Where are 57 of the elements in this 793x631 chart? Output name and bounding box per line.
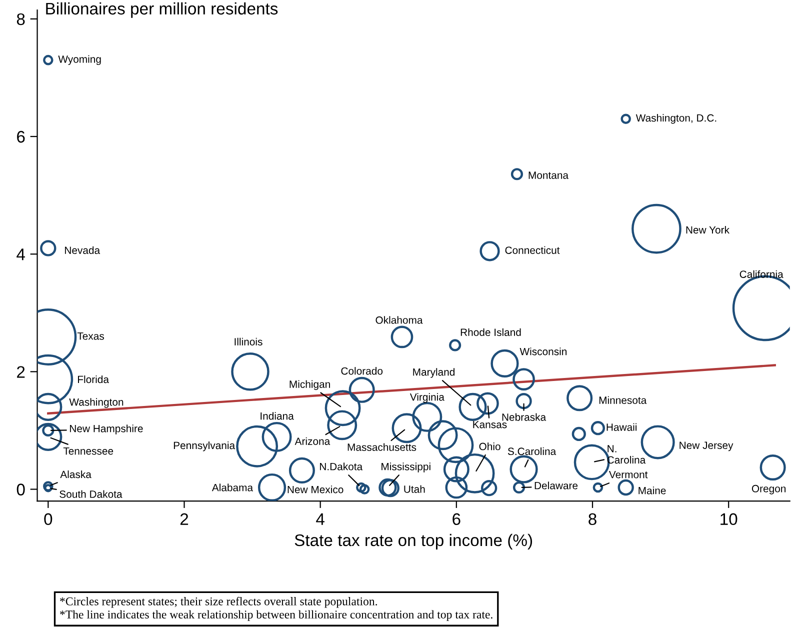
annotation: N.Dakota [320,462,363,470]
annotation: New York [686,226,730,234]
text: *The line indicates the weak relationship between billionaire concentration and top tax rate. [60,610,492,621]
annotation: Hawaii [606,423,637,431]
annotation: Delaware [534,482,578,490]
annotation: South Dakota [60,490,122,498]
annotation: Montana [528,172,569,179]
annotation: Florida [78,375,109,384]
x-tick-label: 10 [720,513,738,526]
x-axis-title: State tax rate on top income (%) [294,534,532,550]
y-tick-label: 6 [17,130,25,143]
annotation: Wisconsin [520,348,567,356]
annotation: Maryland [413,368,454,378]
y-axis-title: Billionaires per million residents [46,2,278,18]
annotation: S.Carolina [508,447,556,456]
annotation: Utah [404,485,425,493]
annotation: Mississippi [382,462,430,472]
x-tick-label: 6 [452,513,460,526]
annotation: Virginia [410,393,444,403]
x-tick-label: 2 [180,513,188,525]
x-tick-label: 0 [44,513,52,526]
annotation: Oklahoma [376,316,423,324]
annotation: Washington, D.C. [636,114,716,124]
annotation: New Hampshire [70,424,143,434]
annotation: California [740,270,784,278]
annotation: Colorado [341,367,383,375]
annotation: Pennsylvania [174,441,236,452]
annotation: Connecticut [505,246,560,254]
annotation: Arizona [294,437,330,445]
x-tick-label: 8 [588,513,596,526]
annotation: Tennessee [63,447,114,455]
annotation: Ohio [479,442,500,450]
annotation: Wyoming [58,55,101,65]
annotation: Vermont [608,471,648,478]
annotation: Minnesota [599,396,647,404]
y-tick-label: 0 [16,484,25,496]
annotation: Maine [638,486,666,494]
y-tick-label: 4 [16,248,25,260]
y-tick-label: 8 [16,13,25,26]
text: *Circles represent states; their size reflects overall state population. [60,596,378,608]
annotation: Oregon [752,484,786,494]
annotation: Rhode Island [460,328,521,336]
annotation: Texas [77,332,104,340]
y-tick-label: 2 [17,366,25,378]
annotation: Nebraska [502,413,546,421]
annotation: New Mexico [288,486,344,494]
annotation: Massachusetts [348,443,416,451]
annotation: Indiana [260,412,294,420]
annotation: Nevada [65,246,100,254]
x-tick-label: 4 [316,513,324,525]
annotation: Alaska [60,470,92,478]
annotation: Illinois [234,338,262,346]
annotation: Washington [69,398,124,408]
annotation: Kansas [473,420,507,428]
annotation: Michigan [290,380,330,390]
annotation: New Jersey [680,442,734,452]
annotation: Alabama [212,484,254,492]
